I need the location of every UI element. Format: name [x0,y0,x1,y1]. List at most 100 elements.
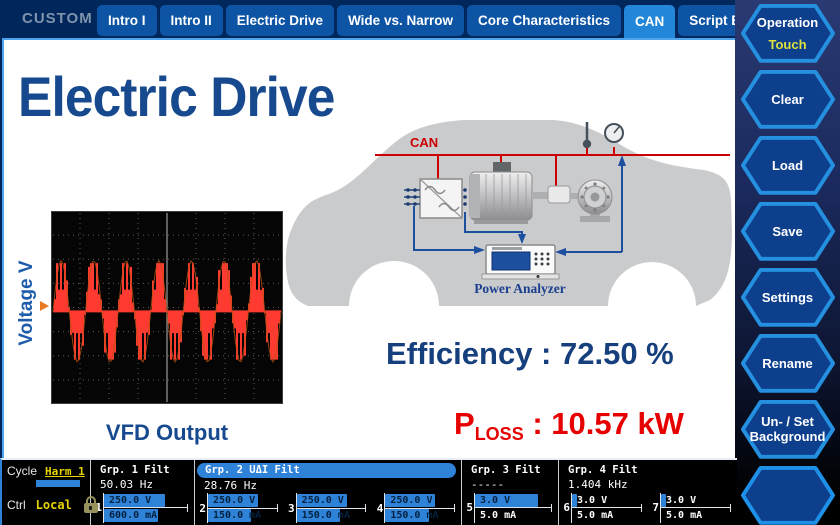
current-range-bar [208,509,252,522]
power-analyzer-label: Power Analyzer [474,281,566,296]
load-machine-icon [577,179,613,222]
voltage-range-value: 3.0 V [480,494,511,506]
button-empty[interactable] [739,464,837,525]
motor-icon [463,162,533,224]
tab-intro-i[interactable]: Intro I [97,5,157,36]
can-bus-label: CAN [410,135,438,150]
channel-number: 6 [563,501,570,514]
channel-meter-6[interactable]: 6 3.0 V 5.0 mA [559,491,648,525]
channel-number: 4 [376,501,384,515]
power-analyzer-icon [481,244,560,280]
group-2-header-pill[interactable]: Grp. 2 UΔI Filt [197,463,456,478]
softkey-label: Un- / Set Background [749,414,826,444]
group-1-frequency: 50.03 Hz [100,478,153,491]
top-tab-bar: CUSTOM Intro I Intro II Electric Drive W… [0,0,782,40]
group-3-section[interactable]: Grp. 3 Filt ----- 5 3.0 V 5.0 mA [461,460,558,525]
temperature-sensor-icon [582,122,592,149]
cycle-mode-value[interactable]: Harm 1 [45,465,85,478]
button-operation[interactable]: Operation Touch [739,2,837,64]
efficiency-readout: Efficiency : 72.50 % [386,336,674,371]
group-4-section[interactable]: Grp. 4 Filt 1.404 kHz 6 3.0 V 5.0 mA 7 3… [558,460,737,525]
scope-y-axis-label: Voltage V [16,260,37,346]
voltage-range-value: 250.0 V [301,495,344,506]
channel-meter-3[interactable]: 3 250.0 V 150.0 mA [284,492,373,525]
cycle-progress-bar [36,480,80,487]
button-clear[interactable]: Clear [739,68,837,130]
status-bar: Cycle Harm 1 Ctrl Local Grp. 1 Filt 50.0… [0,458,737,525]
tab-core-characteristics[interactable]: Core Characteristics [466,5,622,36]
vfd-scope-plot [51,211,283,404]
channel-number: 5 [466,501,473,514]
hexagon-shape [740,333,835,393]
softkey-label: Load [771,157,804,173]
softkey-label: Operation [756,14,819,30]
group-1-header: Grp. 1 Filt [100,464,170,476]
voltage-range-value: 250.0 V [109,494,152,506]
softkey-label: Settings [761,289,814,305]
voltage-range-bar [572,493,578,507]
current-range-value: 150.0 mA [390,510,439,521]
script-page-content: Electric Drive CAN [2,38,735,458]
ploss-value: : 10.57 kW [523,406,684,441]
group-2-frequency: 28.76 Hz [204,479,257,492]
ctrl-label: Ctrl [7,497,26,512]
hexagon-shape [740,201,835,261]
voltage-range-bar [104,493,165,507]
cycle-label: Cycle [7,464,38,478]
current-range-value: 150.0 mA [213,510,262,521]
status-left-cluster: Cycle Harm 1 Ctrl Local [2,460,98,525]
menu-title-custom: CUSTOM [22,10,93,27]
ctrl-mode-value[interactable]: Local [35,497,72,512]
ploss-subscript: LOSS [474,424,524,444]
hexagon-shape [740,135,835,195]
channel-meter-5[interactable]: 5 3.0 V 5.0 mA [462,491,558,525]
button-rename[interactable]: Rename [739,332,837,394]
button-set-background[interactable]: Un- / Set Background [739,398,837,460]
softkey-sublabel: Touch [768,36,807,52]
group-1-section[interactable]: Grp. 1 Filt 50.03 Hz 1 250.0 V 600.0 mA [90,460,194,525]
hexagon-shape [740,69,835,129]
group-2-section[interactable]: Grp. 2 UΔI Filt 28.76 Hz 2 250.0 V 150.0… [194,460,461,525]
softkey-label: Save [772,223,803,239]
tab-can[interactable]: CAN [624,5,676,40]
trigger-marker-icon [40,301,49,311]
hexagon-shape [740,399,835,459]
current-range-value: 600.0 mA [109,509,158,521]
softkey-label: Rename [762,355,813,371]
group-3-frequency: ----- [471,478,505,491]
page-title: Electric Drive [18,65,335,128]
button-save[interactable]: Save [739,200,837,262]
wire-arrowheads [474,155,626,256]
button-load[interactable]: Load [739,134,837,196]
voltage-range-bar [661,493,667,507]
softkey-sidebar: Operation Touch Clear Load Save Settings … [735,0,840,525]
electric-drive-diagram: CAN [285,120,732,306]
voltage-range-value: 250.0 V [213,495,256,506]
current-range-bar [385,509,429,522]
shaft-and-torque-sensor [532,185,582,204]
tab-electric-drive[interactable]: Electric Drive [225,5,335,36]
scope-caption: VFD Output [105,420,229,445]
voltage-range-value: 3.0 V [666,494,697,506]
voltage-range-value: 250.0 V [390,495,433,506]
hexagon-shape [740,267,835,327]
channel-number: 3 [288,501,295,515]
button-settings[interactable]: Settings [739,266,837,328]
channel-meter-2[interactable]: 2 250.0 V 150.0 mA [195,492,284,525]
inverter-icon [419,178,463,219]
voltage-range-bar [475,493,538,507]
current-range-value: 150.0 mA [301,510,350,521]
channel-meter-7[interactable]: 7 3.0 V 5.0 mA [648,491,737,525]
current-range-bar [296,509,340,522]
softkey-label: Clear [771,91,804,107]
channel-meter-4[interactable]: 4 250.0 V 150.0 mA [372,492,461,525]
tab-wide-vs-narrow[interactable]: Wide vs. Narrow [337,5,464,36]
tab-intro-ii[interactable]: Intro II [159,5,223,36]
lock-icon[interactable] [83,496,98,513]
group-4-frequency: 1.404 kHz [568,478,628,491]
channel-meter-1[interactable]: 1 250.0 V 600.0 mA [91,491,194,525]
group-3-header: Grp. 3 Filt [471,464,541,476]
three-phase-input [404,188,420,206]
hexagon-shape [740,3,835,63]
